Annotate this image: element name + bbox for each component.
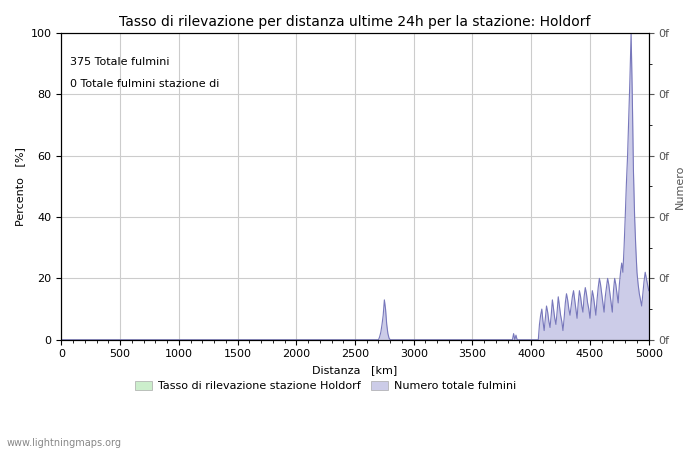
Title: Tasso di rilevazione per distanza ultime 24h per la stazione: Holdorf: Tasso di rilevazione per distanza ultime…	[119, 15, 591, 29]
Text: www.lightningmaps.org: www.lightningmaps.org	[7, 438, 122, 448]
Text: 0 Totale fulmini stazione di: 0 Totale fulmini stazione di	[70, 79, 220, 89]
Text: 375 Totale fulmini: 375 Totale fulmini	[70, 58, 169, 68]
Y-axis label: Numero: Numero	[675, 164, 685, 208]
X-axis label: Distanza   [km]: Distanza [km]	[312, 365, 398, 375]
Legend: Tasso di rilevazione stazione Holdorf, Numero totale fulmini: Tasso di rilevazione stazione Holdorf, N…	[131, 376, 520, 396]
Y-axis label: Percento   [%]: Percento [%]	[15, 147, 25, 226]
